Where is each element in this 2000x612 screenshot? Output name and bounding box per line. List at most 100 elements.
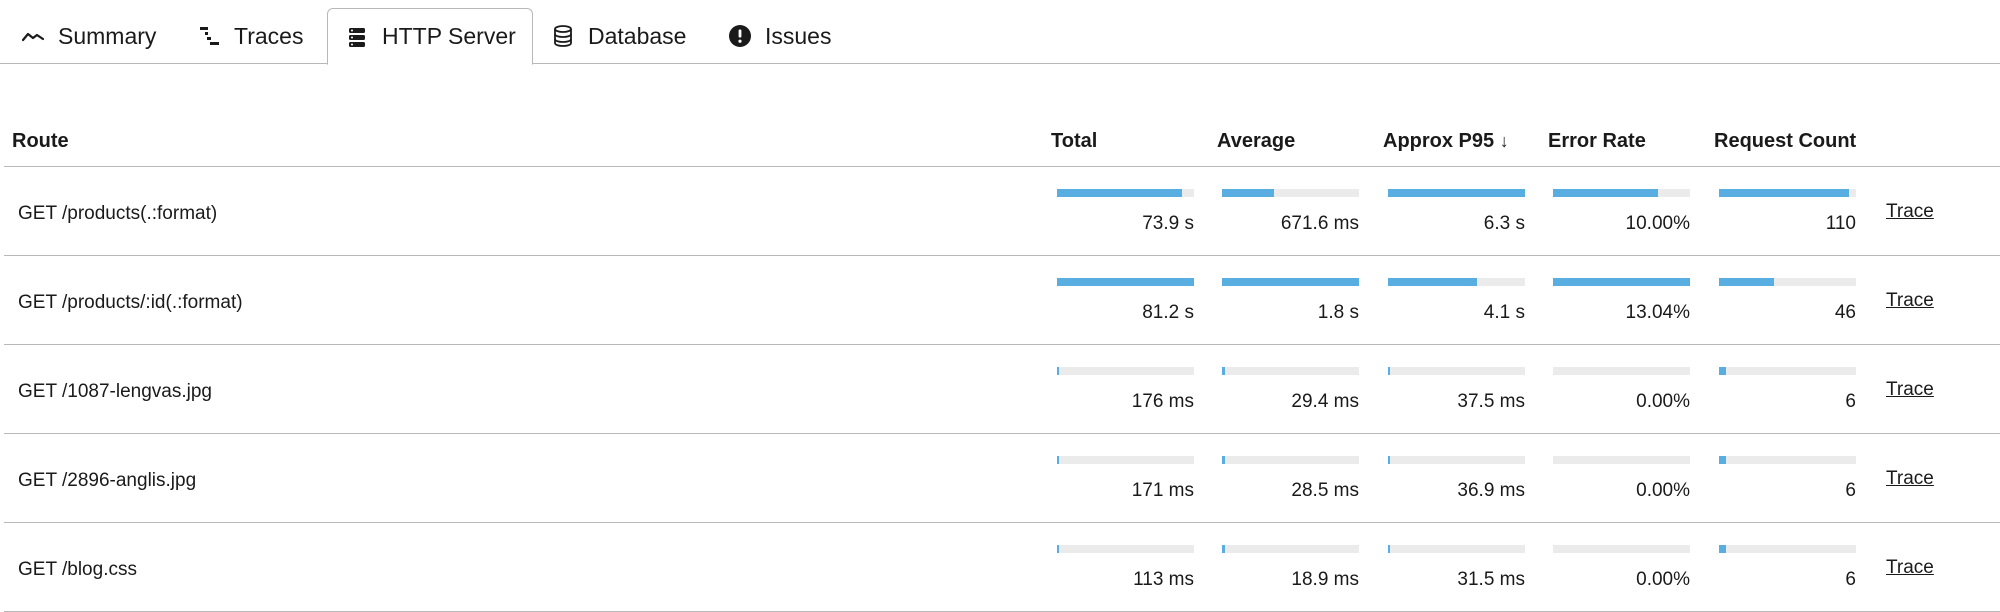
tab-summary-label: Summary bbox=[58, 22, 157, 49]
table-row: GET /1087-lengvas.jpg 176 ms 29.4 ms 37.5 m… bbox=[4, 345, 2000, 434]
average-value: 18.9 ms bbox=[1291, 569, 1359, 590]
total-value: 113 ms bbox=[1133, 569, 1194, 590]
p95-value: 31.5 ms bbox=[1457, 569, 1525, 590]
error-rate-bar bbox=[1553, 456, 1690, 464]
request-count-bar-fill bbox=[1719, 545, 1726, 553]
header-average[interactable]: Average bbox=[1217, 130, 1296, 152]
total-cell: 73.9 s bbox=[1057, 189, 1194, 249]
header-route[interactable]: Route bbox=[12, 130, 69, 152]
total-bar-fill bbox=[1057, 456, 1059, 464]
average-cell: 18.9 ms bbox=[1222, 545, 1359, 605]
tab-issues-label: Issues bbox=[765, 22, 832, 49]
p95-bar bbox=[1388, 278, 1525, 286]
header-request-count[interactable]: Request Count bbox=[1714, 130, 1857, 152]
tab-database[interactable]: Database bbox=[550, 8, 686, 64]
p95-bar bbox=[1388, 456, 1525, 464]
error-rate-bar bbox=[1553, 278, 1690, 286]
average-bar bbox=[1222, 456, 1359, 464]
total-bar bbox=[1057, 367, 1194, 375]
total-value: 73.9 s bbox=[1142, 213, 1194, 234]
total-cell: 113 ms bbox=[1057, 545, 1194, 605]
request-count-bar-fill bbox=[1719, 456, 1726, 464]
total-bar-fill bbox=[1057, 278, 1194, 286]
request-count-bar bbox=[1719, 278, 1856, 286]
trace-link[interactable]: Trace bbox=[1886, 468, 1934, 489]
traces-icon bbox=[196, 23, 222, 49]
table-row: GET /products/:id(.:format) 81.2 s 1.8 s 4.… bbox=[4, 256, 2000, 345]
tab-database-label: Database bbox=[588, 22, 687, 49]
total-bar bbox=[1057, 189, 1194, 197]
tab-issues[interactable]: Issues bbox=[727, 8, 831, 64]
header-total[interactable]: Total bbox=[1051, 130, 1098, 152]
trace-link[interactable]: Trace bbox=[1886, 379, 1934, 400]
route-name: GET /products/:id(.:format) bbox=[18, 292, 243, 313]
p95-value: 4.1 s bbox=[1483, 302, 1525, 323]
total-cell: 176 ms bbox=[1057, 367, 1194, 427]
p95-bar bbox=[1388, 367, 1525, 375]
p95-bar-fill bbox=[1388, 278, 1477, 286]
route-name: GET /2896-anglis.jpg bbox=[18, 470, 197, 491]
total-bar-fill bbox=[1057, 189, 1182, 197]
average-bar-fill bbox=[1222, 367, 1225, 375]
p95-bar-fill bbox=[1388, 189, 1525, 197]
table-body: GET /products(.:format) 73.9 s 671.6 ms 6.3… bbox=[4, 167, 2000, 612]
request-count-cell: 110 bbox=[1719, 189, 1856, 249]
average-bar-fill bbox=[1222, 456, 1225, 464]
error-rate-bar-fill bbox=[1553, 278, 1690, 286]
alert-circle-icon bbox=[727, 23, 753, 49]
header-error-rate[interactable]: Error Rate bbox=[1548, 130, 1646, 152]
p95-cell: 36.9 ms bbox=[1388, 456, 1525, 516]
request-count-value: 110 bbox=[1825, 213, 1856, 234]
average-bar bbox=[1222, 367, 1359, 375]
request-count-bar bbox=[1719, 367, 1856, 375]
route-name: GET /products(.:format) bbox=[18, 203, 218, 224]
request-count-bar-fill bbox=[1719, 278, 1774, 286]
average-cell: 1.8 s bbox=[1222, 278, 1359, 338]
table-row: GET /2896-anglis.jpg 171 ms 28.5 ms 36.9 ms… bbox=[4, 434, 2000, 523]
routes-table: Route Total Average Approx P95 ↓ Error R… bbox=[4, 112, 2000, 612]
request-count-bar-fill bbox=[1719, 367, 1726, 375]
table-row: GET /products(.:format) 73.9 s 671.6 ms 6.3… bbox=[4, 167, 2000, 256]
error-rate-value: 10.00% bbox=[1625, 213, 1690, 234]
request-count-cell: 6 bbox=[1719, 545, 1856, 605]
header-p95-label: Approx P95 bbox=[1383, 130, 1495, 152]
total-bar bbox=[1057, 278, 1194, 286]
request-count-cell: 46 bbox=[1719, 278, 1856, 338]
error-rate-bar-fill bbox=[1553, 189, 1658, 197]
header-p95[interactable]: Approx P95 ↓ bbox=[1383, 130, 1509, 153]
tab-traces[interactable]: Traces bbox=[196, 8, 303, 64]
tab-bar: Summary Traces HTTP Server bbox=[0, 0, 2000, 65]
error-rate-cell: 0.00% bbox=[1553, 456, 1690, 516]
p95-bar-fill bbox=[1388, 456, 1390, 464]
p95-bar bbox=[1388, 545, 1525, 553]
trace-link[interactable]: Trace bbox=[1886, 557, 1934, 578]
route-name: GET /blog.css bbox=[18, 559, 137, 580]
trace-link[interactable]: Trace bbox=[1886, 290, 1934, 311]
tab-summary[interactable]: Summary bbox=[20, 8, 156, 64]
request-count-bar bbox=[1719, 189, 1856, 197]
error-rate-value: 0.00% bbox=[1636, 391, 1690, 412]
request-count-bar bbox=[1719, 456, 1856, 464]
total-bar-fill bbox=[1057, 545, 1059, 553]
route-name: GET /1087-lengvas.jpg bbox=[18, 381, 212, 402]
total-value: 171 ms bbox=[1131, 480, 1194, 501]
request-count-value: 6 bbox=[1845, 391, 1856, 412]
p95-value: 36.9 ms bbox=[1457, 480, 1525, 501]
tab-traces-label: Traces bbox=[234, 22, 304, 49]
average-value: 1.8 s bbox=[1317, 302, 1359, 323]
average-value: 28.5 ms bbox=[1291, 480, 1359, 501]
request-count-value: 6 bbox=[1845, 569, 1856, 590]
p95-bar bbox=[1388, 189, 1525, 197]
database-icon bbox=[550, 23, 576, 49]
table-header: Route Total Average Approx P95 ↓ Error R… bbox=[4, 112, 2000, 167]
average-cell: 29.4 ms bbox=[1222, 367, 1359, 427]
p95-cell: 6.3 s bbox=[1388, 189, 1525, 249]
p95-value: 37.5 ms bbox=[1457, 391, 1525, 412]
request-count-bar-fill bbox=[1719, 189, 1849, 197]
error-rate-value: 0.00% bbox=[1636, 569, 1690, 590]
tab-http-server[interactable]: HTTP Server bbox=[327, 8, 533, 65]
trace-link[interactable]: Trace bbox=[1886, 201, 1934, 222]
average-bar bbox=[1222, 189, 1359, 197]
error-rate-cell: 0.00% bbox=[1553, 545, 1690, 605]
request-count-cell: 6 bbox=[1719, 456, 1856, 516]
